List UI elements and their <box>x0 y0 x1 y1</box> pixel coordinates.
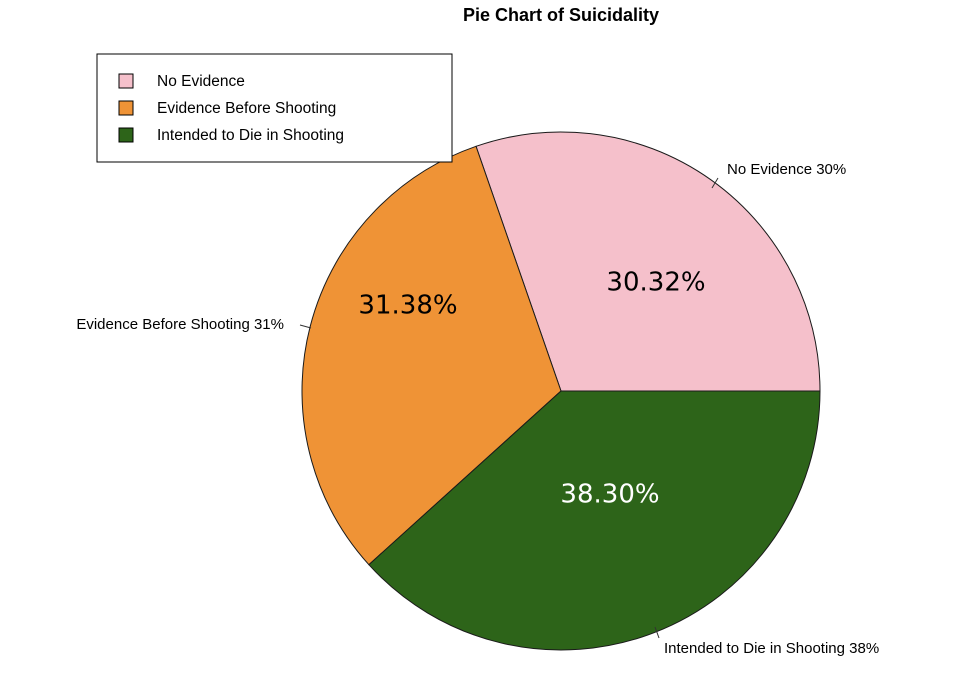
legend-swatch-intended-to-die-in-shooting <box>118 127 134 143</box>
percent-label-no-evidence: 30.32% <box>606 268 705 298</box>
legend-swatch-evidence-before-shooting <box>118 100 134 116</box>
legend-box <box>96 53 453 163</box>
legend: No Evidence Evidence Before Shooting Inten… <box>96 53 453 163</box>
pie-percent-labels: 30.32% 31.38% 38.30% <box>358 268 705 510</box>
callout-label-evidence-before-shooting: Evidence Before Shooting 31% <box>76 316 284 333</box>
legend-label-intended-to-die-in-shooting: Intended to Die in Shooting <box>157 127 344 144</box>
pie-slice-evidence-before-shooting <box>301 145 562 566</box>
percent-label-intended-to-die-in-shooting: 38.30% <box>560 480 659 510</box>
pie-slice-intended-to-die-in-shooting <box>368 390 821 651</box>
legend-label-no-evidence: No Evidence <box>157 73 245 90</box>
pie-callouts: No Evidence 30% Evidence Before Shooting … <box>76 161 879 657</box>
pie-slice-no-evidence <box>475 131 821 392</box>
pie-slices <box>301 131 821 651</box>
callout-tick-intended-to-die-in-shooting <box>654 626 660 639</box>
callout-label-intended-to-die-in-shooting: Intended to Die in Shooting 38% <box>664 640 879 657</box>
percent-label-evidence-before-shooting: 31.38% <box>358 291 457 321</box>
legend-label-evidence-before-shooting: Evidence Before Shooting <box>157 100 336 117</box>
callout-label-no-evidence: No Evidence 30% <box>727 161 846 178</box>
chart-title: Pie Chart of Suicidality <box>463 5 659 25</box>
legend-swatch-no-evidence <box>118 73 134 89</box>
callout-tick-evidence-before-shooting <box>299 324 312 329</box>
callout-tick-no-evidence <box>711 177 719 189</box>
